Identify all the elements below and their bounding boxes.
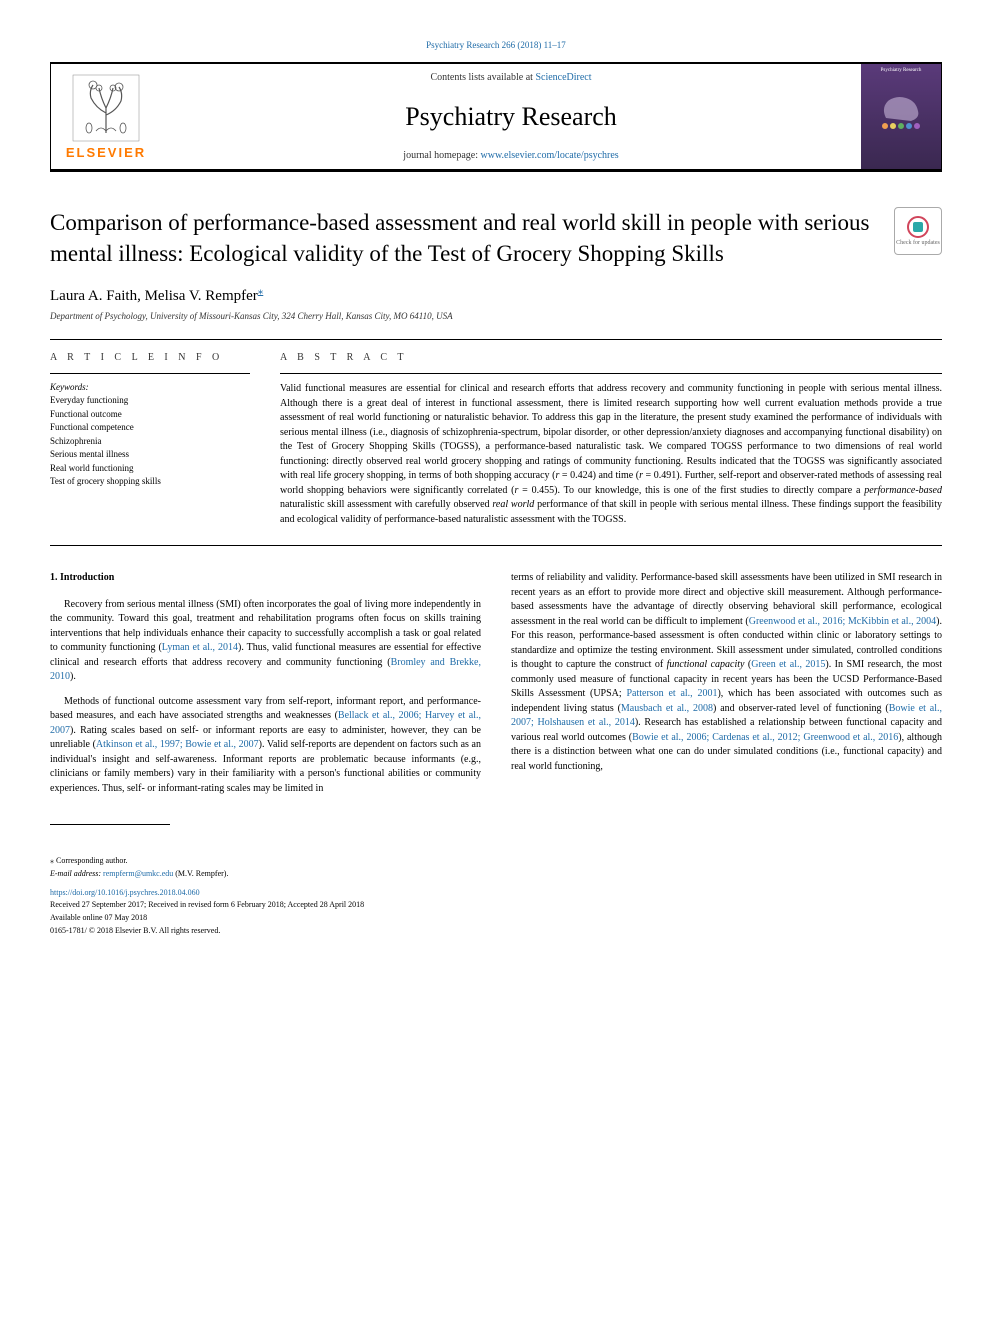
body-column-left: 1. Introduction Recovery from serious me… (50, 571, 481, 806)
corresponding-author-note: ⁎ Corresponding author. (50, 855, 942, 866)
body-paragraph: terms of reliability and validity. Perfo… (511, 571, 942, 774)
body-paragraph: Recovery from serious mental illness (SM… (50, 598, 481, 685)
keyword: Test of grocery shopping skills (50, 475, 250, 489)
received-line: Received 27 September 2017; Received in … (50, 899, 942, 910)
abstract-label: A B S T R A C T (280, 352, 942, 363)
cover-dots (882, 123, 920, 129)
cover-dot (914, 123, 920, 129)
cover-tiny-title: Psychiatry Research (881, 68, 922, 73)
divider (50, 339, 942, 340)
homepage-link[interactable]: www.elsevier.com/locate/psychres (481, 150, 619, 161)
citation-link[interactable]: Greenwood et al., 2016; McKibbin et al.,… (749, 616, 936, 627)
citation-link[interactable]: Bowie et al., 2006; Cardenas et al., 201… (632, 732, 898, 743)
citation-link[interactable]: Atkinson et al., 1997; Bowie et al., 200… (96, 739, 259, 750)
cover-head-icon (876, 93, 926, 123)
footnote-divider (50, 824, 170, 825)
keyword: Everyday functioning (50, 394, 250, 408)
keyword: Real world functioning (50, 462, 250, 476)
homepage-line: journal homepage: www.elsevier.com/locat… (171, 150, 851, 161)
running-header: Psychiatry Research 266 (2018) 11–17 (50, 40, 942, 50)
cover-dot (890, 123, 896, 129)
citation-link[interactable]: Lyman et al., 2014 (162, 642, 238, 653)
authors: Laura A. Faith, Melisa V. Rempfer⁎ (50, 284, 942, 305)
body-column-right: terms of reliability and validity. Perfo… (511, 571, 942, 806)
homepage-prefix: journal homepage: (403, 150, 480, 161)
stat-r3: 0.455 (532, 485, 555, 496)
keywords-heading: Keywords: (50, 382, 250, 392)
journal-header-box: ELSEVIER Contents lists available at Sci… (50, 62, 942, 172)
cover-dot (882, 123, 888, 129)
article-title: Comparison of performance-based assessme… (50, 207, 894, 269)
cover-dot (898, 123, 904, 129)
publisher-logo: ELSEVIER (51, 64, 161, 169)
keyword: Schizophrenia (50, 435, 250, 449)
citation-link[interactable]: Patterson et al., 2001 (626, 688, 717, 699)
sciencedirect-link[interactable]: ScienceDirect (535, 72, 591, 83)
article-info-column: A R T I C L E I N F O Keywords: Everyday… (50, 352, 250, 527)
email-label: E-mail address: (50, 869, 103, 878)
cover-dot (906, 123, 912, 129)
body-columns: 1. Introduction Recovery from serious me… (50, 571, 942, 806)
citation-link[interactable]: Mausbach et al., 2008 (621, 703, 713, 714)
info-label: A R T I C L E I N F O (50, 352, 250, 363)
keyword: Functional competence (50, 421, 250, 435)
crossmark-icon (907, 216, 929, 238)
abstract-column: A B S T R A C T Valid functional measure… (280, 352, 942, 527)
footer: ⁎ Corresponding author. E-mail address: … (50, 855, 942, 936)
divider (50, 545, 942, 546)
header-center: Contents lists available at ScienceDirec… (161, 64, 861, 169)
contents-prefix: Contents lists available at (430, 72, 535, 83)
available-line: Available online 07 May 2018 (50, 912, 942, 923)
section-heading: 1. Introduction (50, 571, 481, 586)
citation-link[interactable]: Green et al., 2015 (751, 659, 825, 670)
email-line: E-mail address: rempferm@umkc.edu (M.V. … (50, 868, 942, 879)
author-1: Laura A. Faith, (50, 288, 145, 304)
abstract-text: Valid functional measures are essential … (280, 382, 942, 527)
journal-title: Psychiatry Research (171, 102, 851, 132)
email-suffix: (M.V. Rempfer). (173, 869, 228, 878)
elsevier-tree-icon (71, 73, 141, 143)
corresponding-author-mark[interactable]: ⁎ (258, 285, 264, 297)
keyword: Serious mental illness (50, 448, 250, 462)
email-link[interactable]: rempferm@umkc.edu (103, 869, 173, 878)
keyword: Functional outcome (50, 408, 250, 422)
author-2: Melisa V. Rempfer (145, 288, 258, 304)
body-paragraph: Methods of functional outcome assessment… (50, 695, 481, 797)
check-updates-badge[interactable]: Check for updates (894, 207, 942, 255)
stat-r1: 0.424 (570, 470, 593, 481)
stat-r2: 0.491 (654, 470, 677, 481)
doi-link[interactable]: https://doi.org/10.1016/j.psychres.2018.… (50, 887, 942, 898)
publisher-name: ELSEVIER (66, 145, 146, 160)
contents-line: Contents lists available at ScienceDirec… (171, 72, 851, 83)
journal-cover-thumbnail: Psychiatry Research (861, 64, 941, 169)
copyright-line: 0165-1781/ © 2018 Elsevier B.V. All righ… (50, 925, 942, 936)
check-updates-label: Check for updates (896, 240, 940, 246)
affiliation: Department of Psychology, University of … (50, 311, 942, 321)
